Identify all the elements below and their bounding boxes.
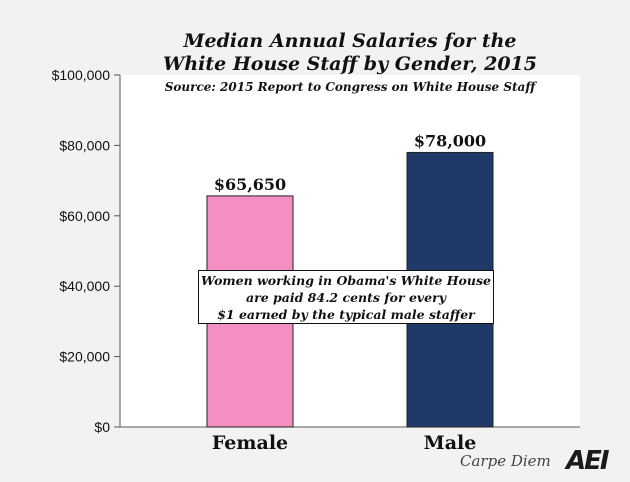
aei-logo: AEI bbox=[566, 446, 610, 476]
chart-subtitle: Source: 2015 Report to Congress on White… bbox=[164, 80, 536, 94]
footer-brand: Carpe Diem bbox=[460, 452, 551, 470]
chart-title-line-2: White House Staff by Gender, 2015 bbox=[162, 53, 537, 75]
y-tick-label: $20,000 bbox=[59, 349, 110, 365]
y-tick-label: $60,000 bbox=[59, 208, 110, 224]
y-tick-label: $40,000 bbox=[59, 278, 110, 294]
y-axis: $0 $20,000 $40,000 $60,000 $80,000 $100,000 bbox=[52, 67, 120, 435]
data-label-female: $65,650 bbox=[214, 175, 286, 194]
x-category-label-male: Male bbox=[424, 432, 477, 454]
annotation-line-1: Women working in Obama's White House bbox=[201, 272, 491, 288]
y-tick-label: $100,000 bbox=[52, 67, 111, 83]
annotation-box: Women working in Obama's White House are… bbox=[198, 270, 494, 324]
y-tick-label: $0 bbox=[94, 419, 110, 435]
annotation-line-3: $1 earned by the typical male staffer bbox=[217, 306, 475, 322]
plot-area bbox=[120, 75, 580, 427]
annotation-line-2: are paid 84.2 cents for every bbox=[246, 289, 446, 305]
x-category-label-female: Female bbox=[212, 432, 288, 454]
y-tick-label: $80,000 bbox=[59, 137, 110, 153]
data-label-male: $78,000 bbox=[414, 131, 486, 150]
chart-title-line-1: Median Annual Salaries for the bbox=[183, 30, 517, 52]
